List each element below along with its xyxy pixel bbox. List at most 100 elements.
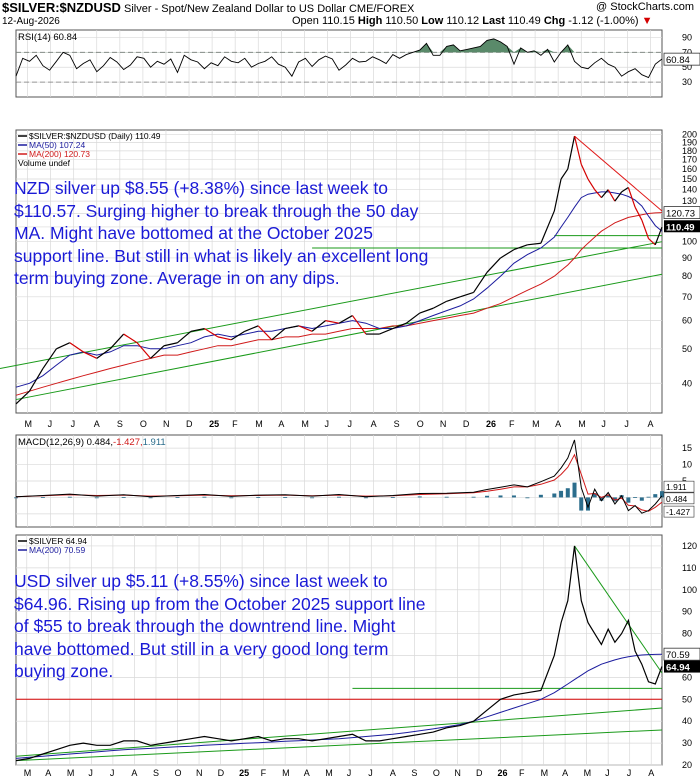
y-tick-label: 10 [682,460,692,470]
x-tick-label: M [24,768,32,778]
macd-histogram-bar [417,496,422,498]
x-tick-label: J [624,419,629,429]
y-tick-label: 100 [682,585,697,595]
macd-histogram-bar [633,497,638,498]
panel: 1201101009080706050403020MAMJJASOND25FMA… [15,534,700,778]
price-segment [419,307,434,314]
y-tick-label: 70 [682,292,692,302]
x-tick-label: 26 [486,419,496,429]
macd-histogram-bar [471,496,476,498]
price-segment [459,291,474,298]
price-segment [446,296,461,302]
macd-histogram-bar [40,497,45,498]
y-tick-label: 60 [682,316,692,326]
macd-histogram-bar [599,497,604,501]
price-segment [600,189,609,198]
x-tick-label: F [261,768,267,778]
macd-histogram-bar [498,495,503,498]
y-tick-label: 170 [682,155,697,165]
x-tick-label: O [417,419,424,429]
x-tick-label: D [218,768,225,778]
price-segment [392,322,407,330]
macd-histogram-bar [525,497,530,499]
macd-tag-bg [663,492,695,505]
macd-histogram-bar [175,497,180,498]
price-segment [83,351,98,359]
x-tick-label: S [153,768,159,778]
x-tick-label: J [347,768,352,778]
macd-histogram-bar [626,497,631,503]
price-segment [257,325,273,341]
high-label: High [357,15,383,27]
price-segment [217,336,232,341]
chg-down-icon: ▼ [641,15,653,27]
legend-entry: $SILVER:$NZDUSD (Daily) 110.49 [29,131,161,141]
support-trendline-upper [0,241,663,370]
macd-histogram-bar [646,496,651,498]
macd-histogram-bar [612,497,617,502]
macd-histogram-bar [592,493,597,498]
x-tick-label: A [390,768,396,778]
price-segment [325,320,340,324]
y-tick-label: 70 [682,47,692,57]
price-tag: 64.94 [666,663,690,674]
macd-histogram-bar [337,496,341,498]
y-tick-label: 80 [682,271,692,281]
legend-entry: MA(50) 107.24 [29,140,85,150]
price-segment [271,328,286,341]
price-segment [627,187,636,208]
price-segment [513,244,528,251]
y-tick-label: 150 [682,174,697,184]
low-label: Low [421,15,444,27]
y-tick-label: 50 [682,694,692,704]
price-segment [285,325,299,330]
x-tick-label: J [605,768,610,778]
macd-histogram-bar [552,493,557,498]
support-trendline-upper [15,707,663,757]
y-tick-label: 50 [682,62,692,72]
x-tick-label: 26 [498,768,508,778]
y-tick-label: 140 [682,185,697,195]
y-tick-label: 30 [682,77,692,87]
y-tick-label: 110 [682,563,696,573]
y-tick-label: 130 [682,196,697,206]
x-tick-label: A [371,419,377,429]
ma200-line [15,212,663,396]
y-tick-label: 90 [682,607,692,617]
x-tick-label: N [196,768,203,778]
ma200-line [15,653,663,759]
x-tick-label: A [131,768,137,778]
x-tick-label: M [541,768,549,778]
price-segment [244,325,259,332]
x-tick-label: J [88,768,93,778]
rsi-line [15,38,663,79]
price-segment [123,333,138,344]
macd-tag-bg [663,505,695,518]
panel: 90 70 50 30 RSI(14) 60.84 60.84 [15,29,700,98]
x-tick-label: N [163,419,170,429]
symbol-title: $SILVER:$NZDUSD [2,0,121,15]
x-tick-label: M [532,419,540,429]
support-trendline-lower [15,729,663,762]
x-tick-label: A [562,768,568,778]
macd-histogram-bar [511,495,516,498]
legend-entry: Volume undef [18,158,71,168]
x-tick-label: J [48,419,53,429]
x-tick-label: M [255,419,263,429]
x-tick-label: D [476,768,483,778]
chart-header: $SILVER:$NZDUSD Silver - Spot/New Zealan… [2,0,414,15]
macd-histogram-bar [310,497,315,499]
price-segment [42,348,57,369]
x-tick-label: F [519,768,525,778]
y-tick-label: 60 [682,672,692,682]
x-tick-label: A [94,419,100,429]
price-segment [473,272,488,293]
y-tick-label: 120 [682,541,697,551]
price-tag-bg [664,220,700,233]
price-segment [28,368,44,392]
y-tick-label: 200 [682,130,697,140]
x-tick-label: J [110,768,115,778]
price-tag-bg [664,660,700,673]
